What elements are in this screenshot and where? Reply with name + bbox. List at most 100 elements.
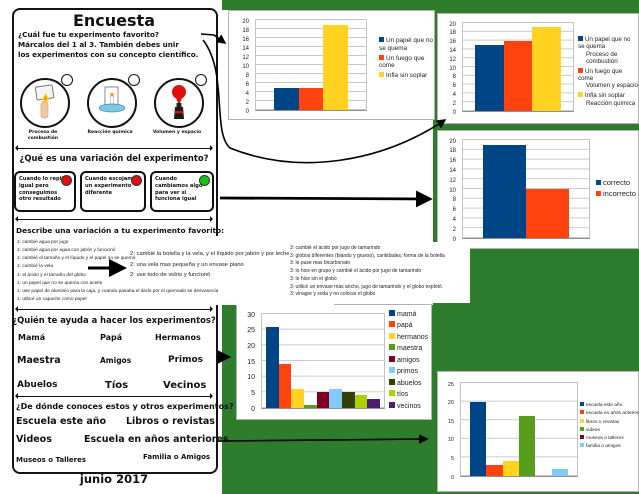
legend-label: libros o revistas — [586, 419, 620, 425]
legend-swatch — [596, 191, 601, 197]
bar-Infla sin soplar — [532, 27, 561, 111]
y-tick-label: 6 — [245, 81, 249, 88]
legend-item: maestra — [389, 344, 431, 353]
legend-item: Infla sin soplar — [379, 72, 435, 80]
bar-escuela en años anteriores — [486, 464, 503, 476]
answers-list-experiment-3: 3: cambié el ácido por jugo de tamarindo… — [290, 245, 445, 299]
helper-amigos: Amigos — [100, 356, 132, 365]
answers-list-experiment-1: 1: cambié agua por jugo 1: cambié agua po… — [17, 239, 218, 304]
variation-option-text: Cuando cambiamos algo para ver si funcio… — [155, 176, 203, 203]
y-axis: 0 2 4 6 8 10 12 14 16 18 20 — [229, 18, 253, 115]
chart-legend: correcto incorrecto — [596, 178, 639, 202]
source-videos: Videos — [16, 434, 52, 445]
bar-Un papel que no se quema — [273, 87, 299, 110]
list-item: 1: utilicé un capacito como papel — [17, 297, 87, 303]
status-dot-red — [61, 175, 72, 186]
legend-label: videos — [586, 427, 600, 433]
variation-option-3: Cuando cambiamos algo para ver si funcio… — [150, 171, 214, 212]
legend-label: mamá — [397, 311, 417, 318]
legend-item: videos — [580, 426, 638, 434]
section-divider — [15, 306, 213, 312]
legend-label: incorrecto — [603, 189, 636, 199]
list-item: 1: el ácido y el tamaño del globo — [17, 272, 86, 278]
y-tick-label: 12 — [449, 56, 456, 63]
y-tick-label: 16 — [449, 39, 456, 46]
where-known-chart: 0 5 10 15 20 25 escuela este año escuela en añ… — [437, 371, 639, 492]
y-tick-label: 10 — [449, 65, 456, 72]
legend-swatch — [580, 402, 584, 406]
y-axis: 0 2 4 6 8 10 12 14 16 18 20 — [438, 21, 460, 116]
y-tick-label: 12 — [449, 177, 456, 184]
correct-incorrect-chart: 0 2 4 6 8 10 12 14 16 18 20 correcto incorrecto — [437, 130, 639, 249]
y-tick-label: 4 — [452, 91, 456, 98]
legend-swatch — [578, 67, 583, 73]
variation-option-text: Cuando escojamos un experimento diferent… — [85, 176, 140, 196]
y-tick-label: 0 — [245, 108, 249, 115]
list-item: 1: cambié agua por jugo — [17, 240, 69, 245]
y-tick-label: 20 — [449, 21, 456, 28]
plot-area — [462, 22, 574, 112]
legend-label: Un papel que no se quema — [578, 36, 631, 51]
y-tick-label: 25 — [447, 381, 454, 388]
y-tick-label: 25 — [247, 327, 255, 335]
y-tick-label: 0 — [452, 236, 456, 243]
experiment-circle-candle — [87, 74, 140, 128]
list-item: 3: globos diferentes (blando y grueso), … — [290, 252, 445, 259]
legend-swatch — [578, 92, 583, 98]
chart-legend: Un papel que no se quema Un fuego que com… — [379, 37, 435, 82]
legend-item: vecinos — [389, 401, 431, 411]
variation-question: ¿Qué es una variación del experimento? — [19, 153, 209, 163]
concept-label-2: Reacción química — [87, 130, 133, 135]
y-tick-label: 20 — [242, 18, 249, 25]
legend-item: escuela este año — [580, 402, 638, 409]
legend-item: hermanos — [389, 332, 431, 342]
legend-label: papá — [397, 322, 413, 330]
bar-incorrecto — [526, 189, 569, 238]
list-item: 2: cambié la botella y la vela, y el líq… — [130, 251, 290, 257]
plot-area — [255, 19, 367, 111]
candle-in-water-icon — [98, 86, 126, 113]
legend-item: primos — [389, 367, 431, 376]
helper-maestra: Maestra — [17, 355, 61, 366]
bar-vecinos — [367, 398, 380, 408]
y-tick-label: 20 — [449, 138, 456, 145]
legend-label: Un fuego que come — [379, 54, 425, 70]
legend-item: abuelos — [389, 378, 431, 388]
legend-swatch — [389, 401, 395, 408]
bar-mamá — [266, 326, 279, 408]
y-tick-label: 20 — [247, 342, 255, 350]
y-tick-label: 0 — [452, 109, 456, 116]
legend-swatch — [580, 443, 584, 448]
legend-label: familia o amigos — [586, 444, 621, 450]
legend-sublabel: Volumen y espacio — [586, 82, 638, 90]
source-museos-talleres: Museos o Talleres — [16, 456, 87, 464]
variation-option-text: Cuando lo repito igual pero conseguimos … — [19, 176, 68, 203]
legend-item: correcto — [596, 178, 639, 188]
list-item: 2: use todo de vidrio y funcionó — [130, 272, 211, 279]
who-helps-chart: 0 5 10 15 20 25 30 mamá papá hermanos maestra amig… — [236, 304, 432, 420]
list-item: 3: lo hice sin el globo — [290, 275, 337, 282]
helper-papa: Papá — [100, 333, 123, 342]
list-item: 1: cambié agua por agua con jabón y func… — [17, 248, 116, 254]
legend-item: familia o amigos — [580, 443, 638, 450]
bar-correcto — [483, 144, 526, 238]
balloon-bottle-icon — [172, 85, 186, 119]
worksheet-date: junio 2017 — [79, 472, 149, 486]
helper-primos: Primos — [168, 355, 204, 365]
y-tick-label: 0 — [450, 474, 454, 481]
y-tick-label: 18 — [449, 148, 456, 155]
rank-badge — [128, 74, 140, 86]
list-item: 2: una vela mas pequeña y un envase plan… — [130, 261, 244, 268]
list-item: 1: use papel de aluminio para la caja, y… — [17, 288, 219, 294]
list-item: 3: vinagre y soda y no colocar el globo — [290, 291, 376, 298]
legend-label: amigos — [397, 356, 420, 364]
section-divider — [15, 216, 213, 222]
answers-box-1 — [14, 236, 334, 305]
legend-swatch — [379, 72, 384, 78]
y-tick-label: 4 — [245, 90, 249, 97]
bar-tíos — [354, 395, 368, 408]
y-tick-label: 30 — [247, 311, 255, 319]
legend-label: escuela en años anteriores — [586, 411, 639, 417]
legend-label: Un fuego que come — [578, 67, 623, 83]
legend-label: Un papel que no se quema — [379, 37, 433, 52]
